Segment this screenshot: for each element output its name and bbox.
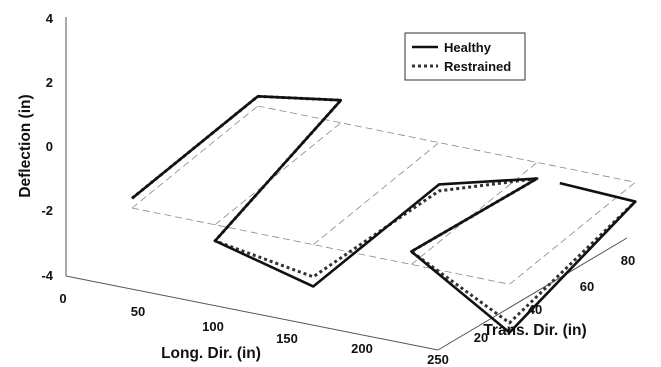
z-tick-label: 2 xyxy=(46,75,53,90)
legend-label: Healthy xyxy=(444,40,492,55)
y-tick-label: 60 xyxy=(580,279,594,294)
legend-label: Restrained xyxy=(444,59,511,74)
z-tick-label: -2 xyxy=(41,203,53,218)
y-tick-label: 40 xyxy=(528,302,542,317)
x-tick-label: 200 xyxy=(351,341,373,356)
x-tick-label: 50 xyxy=(131,304,145,319)
reference-grid xyxy=(131,105,636,285)
reference-line xyxy=(257,105,636,183)
z-tick-label: 4 xyxy=(46,11,54,26)
z-tick-label: 0 xyxy=(46,139,53,154)
series-layer xyxy=(131,94,637,334)
y-axis-label: Trans. Dir. (in) xyxy=(483,322,586,339)
reference-line xyxy=(131,105,259,209)
x-tick-label: 150 xyxy=(276,331,298,346)
series-line-healthy xyxy=(131,95,637,334)
y-tick-label: 80 xyxy=(621,253,635,268)
x-axis-line xyxy=(65,275,439,351)
z-tick-label: -4 xyxy=(41,268,53,283)
axes-box xyxy=(65,17,628,351)
series-line-restrained xyxy=(131,94,637,325)
reference-line xyxy=(411,162,538,265)
x-axis-label: Long. Dir. (in) xyxy=(161,345,261,362)
x-tick-label: 0 xyxy=(59,291,66,306)
legend-box xyxy=(404,32,526,81)
z-axis-label: Deflection (in) xyxy=(17,94,34,197)
y-axis-line xyxy=(437,237,628,351)
x-tick-label: 100 xyxy=(202,319,224,334)
tick-layer: 4 2 0 -2 -4 0 50 100 150 200 250 20 40 6… xyxy=(41,11,635,367)
reference-line xyxy=(131,207,510,285)
legend: Healthy Restrained xyxy=(404,32,526,81)
reference-line xyxy=(214,122,342,226)
reference-line xyxy=(509,181,636,285)
y-tick-label: 20 xyxy=(474,330,488,345)
x-tick-label: 250 xyxy=(427,352,449,367)
reference-line xyxy=(312,142,440,245)
